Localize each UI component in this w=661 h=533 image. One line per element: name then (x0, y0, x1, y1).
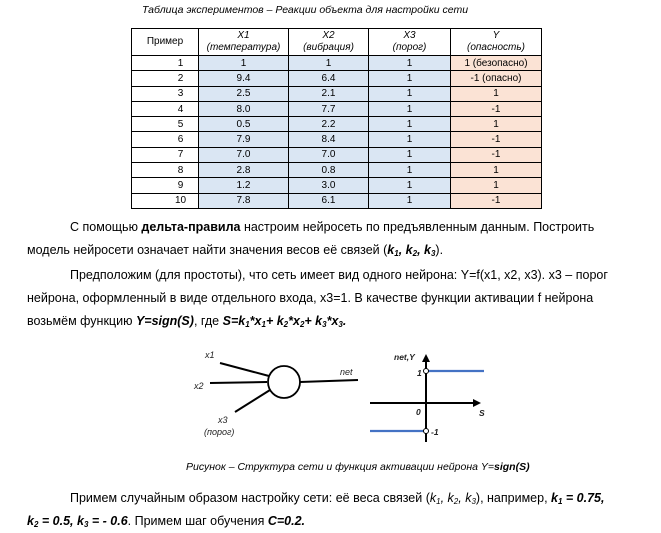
cell-y: 1 (безопасно) (451, 56, 542, 71)
cell-x2: 7.0 (289, 147, 369, 162)
cell-x3: 1 (369, 71, 451, 86)
cell-x1: 7.9 (199, 132, 289, 147)
cell-x2: 3.0 (289, 178, 369, 193)
cell-x3: 1 (369, 163, 451, 178)
header-x2: X2 (вибрация) (289, 29, 369, 56)
table-title: Таблица экспериментов – Реакции объекта … (142, 4, 468, 16)
cell-y: 1 (451, 163, 542, 178)
table-row: 10 7.8 6.1 1 -1 (132, 193, 542, 208)
cell-y: -1 (опасно) (451, 71, 542, 86)
cell-x2: 6.4 (289, 71, 369, 86)
tick-zero: 0 (416, 407, 421, 417)
tick-minus-one: -1 (431, 427, 439, 437)
cell-example: 1 (132, 56, 199, 71)
cell-x2: 2.2 (289, 117, 369, 132)
axis-y-label: net,Y (394, 352, 416, 362)
cell-x3: 1 (369, 147, 451, 162)
input-x1-line (220, 363, 269, 376)
table-row: 6 7.9 8.4 1 -1 (132, 132, 542, 147)
input-x1-label: x1 (204, 350, 215, 360)
cell-x3: 1 (369, 132, 451, 147)
header-x3: X3 (порог) (369, 29, 451, 56)
table-row: 3 2.5 2.1 1 1 (132, 86, 542, 101)
cell-y: -1 (451, 132, 542, 147)
cell-x1: 1.2 (199, 178, 289, 193)
input-x2-line (210, 382, 267, 383)
table-row: 4 8.0 7.7 1 -1 (132, 101, 542, 116)
cell-x3: 1 (369, 178, 451, 193)
cell-x1: 7.0 (199, 147, 289, 162)
cell-x1: 2.5 (199, 86, 289, 101)
table-row: 8 2.8 0.8 1 1 (132, 163, 542, 178)
cell-x2: 7.7 (289, 101, 369, 116)
input-x3-label: x3 (217, 415, 228, 425)
cell-x1: 9.4 (199, 71, 289, 86)
cell-x2: 8.4 (289, 132, 369, 147)
axis-s-label: S (479, 408, 485, 418)
paragraph-initial-weights: Примем случайным образом настройку сети:… (27, 487, 649, 533)
table-header-row: Пример X1 (температура) X2 (вибрация) X3 (п… (132, 29, 542, 56)
tick-one: 1 (417, 368, 422, 378)
cell-example: 9 (132, 178, 199, 193)
cell-example: 2 (132, 71, 199, 86)
cell-x3: 1 (369, 56, 451, 71)
cell-x1: 7.8 (199, 193, 289, 208)
experiments-table: Пример X1 (температура) X2 (вибрация) X3 (п… (131, 28, 542, 209)
paragraph-neuron: Предположим (для простоты), что сеть име… (27, 264, 649, 333)
open-point-bottom (424, 429, 429, 434)
cell-example: 8 (132, 163, 199, 178)
table-row: 5 0.5 2.2 1 1 (132, 117, 542, 132)
cell-example: 6 (132, 132, 199, 147)
cell-x1: 2.8 (199, 163, 289, 178)
input-x2-label: x2 (193, 381, 204, 391)
cell-x1: 1 (199, 56, 289, 71)
cell-x3: 1 (369, 101, 451, 116)
cell-y: -1 (451, 193, 542, 208)
neuron-circle (268, 366, 300, 398)
cell-x3: 1 (369, 86, 451, 101)
output-line (300, 380, 358, 382)
cell-example: 10 (132, 193, 199, 208)
cell-example: 7 (132, 147, 199, 162)
header-example: Пример (132, 29, 199, 56)
cell-y: 1 (451, 178, 542, 193)
header-y: Y (опасность) (451, 29, 542, 56)
table-row: 9 1.2 3.0 1 1 (132, 178, 542, 193)
table-row: 2 9.4 6.4 1 -1 (опасно) (132, 71, 542, 86)
table-row: 7 7.0 7.0 1 -1 (132, 147, 542, 162)
net-label: net (340, 367, 353, 377)
input-x3-line (235, 390, 270, 412)
input-x3-note: (порог) (204, 427, 234, 437)
cell-x2: 2.1 (289, 86, 369, 101)
header-x1: X1 (температура) (199, 29, 289, 56)
cell-example: 5 (132, 117, 199, 132)
cell-y: 1 (451, 86, 542, 101)
network-figure: x1 x2 x3 (порог) net net,Y S 1 0 -1 (180, 340, 500, 450)
cell-example: 3 (132, 86, 199, 101)
cell-example: 4 (132, 101, 199, 116)
cell-x3: 1 (369, 193, 451, 208)
cell-x1: 0.5 (199, 117, 289, 132)
figure-caption: Рисунок – Структура сети и функция актив… (186, 461, 530, 473)
cell-x2: 0.8 (289, 163, 369, 178)
cell-y: -1 (451, 101, 542, 116)
cell-x3: 1 (369, 117, 451, 132)
cell-x2: 1 (289, 56, 369, 71)
cell-y: -1 (451, 147, 542, 162)
paragraph-delta-rule: С помощью дельта-правила настроим нейрос… (27, 216, 649, 262)
cell-x1: 8.0 (199, 101, 289, 116)
open-point-top (424, 369, 429, 374)
cell-y: 1 (451, 117, 542, 132)
activation-graph: net,Y S 1 0 -1 (370, 352, 485, 442)
cell-x2: 6.1 (289, 193, 369, 208)
